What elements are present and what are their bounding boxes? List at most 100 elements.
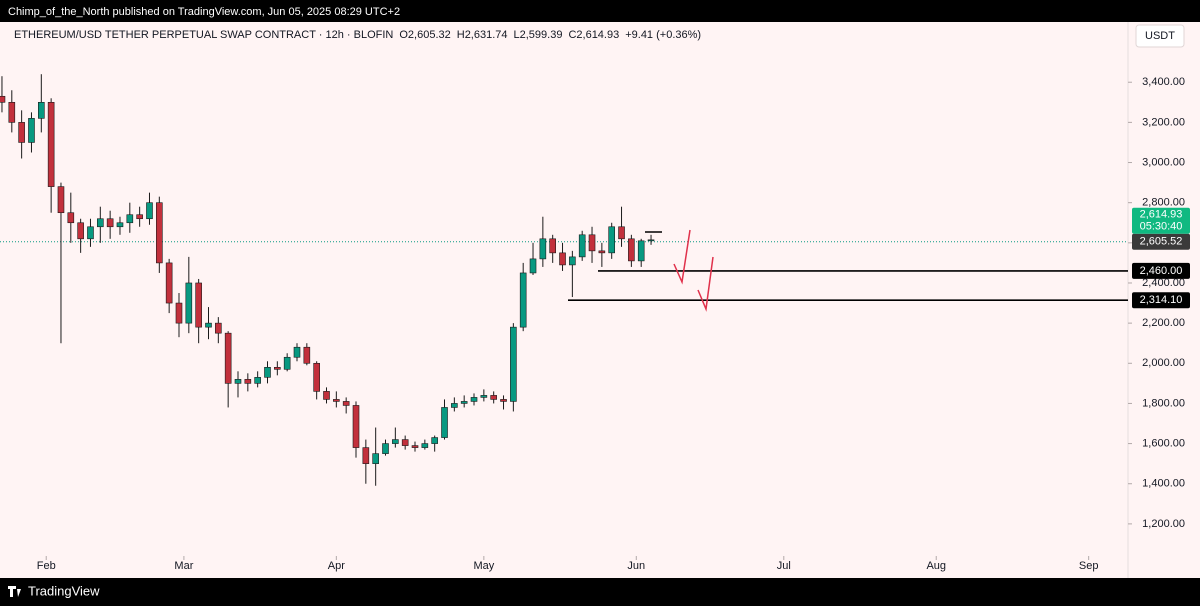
- candle-body: [451, 403, 458, 408]
- x-tick-label: Aug: [926, 560, 946, 572]
- candle-body: [67, 212, 75, 224]
- countdown: 05:30:40: [1140, 221, 1183, 233]
- x-tick-label: May: [473, 560, 494, 572]
- candle-body: [539, 238, 547, 260]
- candle-body: [421, 443, 429, 448]
- candle-body: [460, 401, 468, 404]
- candle-body: [8, 102, 16, 123]
- candle-body: [628, 238, 635, 262]
- candle-body: [333, 399, 340, 402]
- price-line-box: [1132, 292, 1190, 309]
- ohlc-value: O2,605.32: [399, 29, 450, 41]
- candle-body: [411, 445, 419, 448]
- x-tick-label: Apr: [328, 560, 345, 572]
- candle-body: [362, 447, 370, 464]
- last-price-box: [1132, 207, 1190, 234]
- y-tick-label: 2,000.00: [1142, 357, 1185, 369]
- candle-body: [146, 202, 153, 220]
- candle-body: [254, 377, 261, 384]
- candle-body: [205, 322, 212, 328]
- candle-body: [234, 379, 242, 384]
- candle-body: [500, 399, 507, 402]
- candle-body: [18, 122, 25, 143]
- candle-body: [47, 102, 55, 187]
- brand-logo: [8, 586, 21, 597]
- candle-body: [637, 240, 645, 262]
- candle-body: [136, 214, 143, 220]
- candle-body: [470, 397, 478, 402]
- candle-body: [215, 322, 222, 334]
- candle-body: [588, 234, 596, 252]
- ohlc-value: H2,631.74: [457, 29, 508, 41]
- candle-body: [618, 226, 625, 240]
- candle-body: [57, 186, 65, 214]
- y-tick-label: 2,800.00: [1142, 197, 1185, 209]
- price-line-box: [1132, 262, 1190, 279]
- y-tick-label: 2,400.00: [1142, 277, 1185, 289]
- candle-body: [323, 391, 330, 400]
- ohlc-value: C2,614.93: [568, 29, 619, 41]
- ohlc-value: L2,599.39: [514, 29, 563, 41]
- y-tick-label: 1,800.00: [1142, 397, 1185, 409]
- ohlc-value: +9.41 (+0.36%): [625, 29, 701, 41]
- candle-body: [244, 379, 252, 384]
- y-tick-label: 1,400.00: [1142, 478, 1185, 490]
- candle-body: [372, 453, 379, 464]
- candle-body: [224, 332, 232, 384]
- x-tick-label: Jul: [777, 560, 791, 572]
- candle-body: [264, 366, 271, 378]
- price-line-label: 2,314.10: [1140, 294, 1183, 306]
- reference-price-box: [1132, 233, 1190, 250]
- reference-price-label: 2,605.52: [1140, 236, 1183, 248]
- candle-body: [313, 362, 320, 392]
- y-tick-label: 1,200.00: [1142, 518, 1185, 530]
- candle-body: [598, 250, 606, 254]
- candle-body: [392, 439, 399, 444]
- plot: 1,200.00 1,400.00 1,600.00 1,800.00 2,000.00…: [0, 74, 1190, 572]
- candle-body: [274, 366, 281, 370]
- candle-body: [156, 202, 163, 264]
- x-tick-label: Jun: [627, 560, 645, 572]
- y-tick-label: 2,200.00: [1142, 317, 1185, 329]
- candle-body: [608, 226, 615, 254]
- top-bar: [0, 0, 1200, 22]
- candle-body: [97, 218, 104, 228]
- pen-mark: [673, 229, 691, 285]
- candle-body: [195, 282, 202, 328]
- candle-body: [283, 356, 291, 370]
- candle-body: [431, 437, 438, 444]
- candle-body: [490, 395, 497, 400]
- candle-body: [185, 282, 193, 324]
- candle-body: [293, 346, 301, 358]
- x-tick-label: Sep: [1079, 560, 1099, 572]
- candle-body: [342, 401, 350, 406]
- candle-body: [126, 214, 134, 224]
- candle-body: [175, 302, 183, 324]
- candle-body: [106, 218, 114, 228]
- y-tick-label: 1,600.00: [1142, 437, 1185, 449]
- y-tick-label: 3,400.00: [1142, 76, 1185, 88]
- currency-box: [1135, 24, 1185, 48]
- candle-body: [529, 258, 537, 274]
- chart-title: ETHEREUM/USD TETHER PERPETUAL SWAP CONTR…: [14, 29, 393, 41]
- candle-body: [480, 395, 488, 398]
- candle-body: [441, 407, 448, 438]
- y-tick-label: 3,200.00: [1142, 116, 1185, 128]
- candle-body: [578, 234, 586, 258]
- y-tick-label: 3,000.00: [1142, 156, 1185, 168]
- currency: USDT: [1145, 30, 1175, 42]
- candle-body: [165, 262, 173, 304]
- candle-body: [647, 239, 655, 242]
- candle-body: [519, 272, 527, 328]
- x-tick-label: Feb: [37, 560, 56, 572]
- candle-body: [510, 326, 517, 402]
- x-tick-label: Mar: [174, 560, 193, 572]
- bottom-bar: [0, 578, 1200, 606]
- candle-body: [303, 346, 311, 364]
- candle-body: [401, 439, 409, 446]
- candle-body: [87, 226, 94, 240]
- candle-body: [77, 222, 84, 240]
- candle-body: [28, 118, 35, 143]
- candle-body: [382, 443, 389, 454]
